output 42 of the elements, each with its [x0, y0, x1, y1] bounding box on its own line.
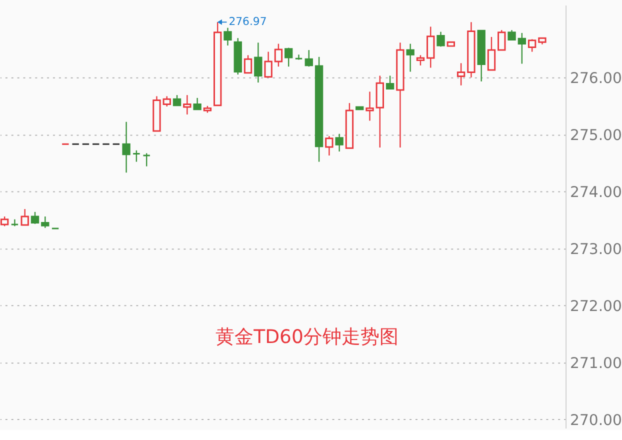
candlestick	[274, 43, 283, 68]
y-tick-label: 274.00	[570, 182, 622, 201]
candlestick	[162, 96, 171, 108]
candlestick	[325, 136, 334, 156]
y-tick-label: 276.00	[570, 68, 622, 87]
candlestick	[224, 27, 232, 46]
y-tick-label: 272.00	[570, 296, 622, 315]
candlestick	[142, 152, 151, 167]
candlestick	[30, 211, 40, 224]
candlestick	[0, 216, 9, 227]
candlestick	[335, 133, 344, 152]
candlestick	[498, 30, 506, 51]
candlestick	[20, 208, 29, 226]
candlestick	[132, 150, 141, 162]
candlestick	[366, 91, 374, 122]
candlestick	[508, 30, 516, 41]
candlestick	[10, 218, 19, 227]
y-tick-label: 270.00	[570, 410, 622, 429]
candlestick	[386, 75, 394, 90]
candlestick	[254, 42, 262, 84]
annotation: 276.97	[228, 15, 267, 28]
candlestick	[406, 43, 414, 72]
candlestick	[436, 31, 445, 48]
y-tick-label: 273.00	[570, 240, 622, 258]
candlestick	[304, 49, 313, 68]
candlestick	[264, 51, 272, 78]
candlestick	[244, 54, 252, 74]
text: 黄金TD60分钟走势图	[216, 326, 398, 348]
candlestick	[41, 216, 50, 228]
candlestick	[172, 94, 182, 106]
candlestick	[183, 94, 192, 116]
candlestick	[528, 38, 536, 52]
candlestick	[518, 32, 526, 64]
y-tick-label: 271.00	[570, 354, 622, 372]
candlestick	[284, 47, 293, 68]
candlestick	[122, 121, 130, 174]
candlestick	[487, 36, 496, 71]
y-tick-label: 275.00	[570, 126, 622, 144]
candlestick	[426, 26, 435, 68]
candlestick	[416, 54, 425, 66]
candlestick	[456, 62, 466, 86]
candlestick	[193, 97, 202, 110]
